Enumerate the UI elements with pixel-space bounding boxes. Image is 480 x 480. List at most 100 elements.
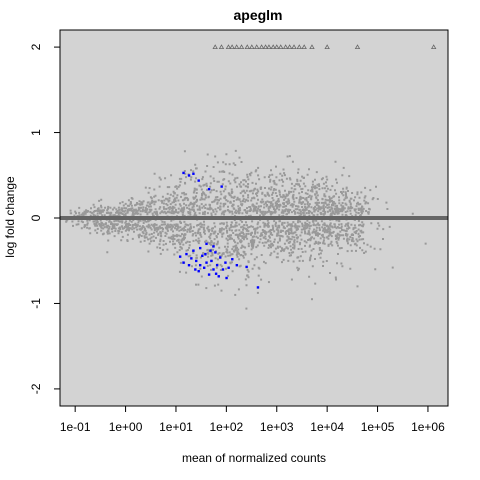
point-clipped-triangle — [258, 44, 265, 49]
point-significant — [219, 256, 222, 259]
point-non-significant — [78, 211, 81, 214]
point-significant — [204, 252, 207, 256]
point-non-significant — [356, 191, 359, 194]
point-clipped-triangle — [266, 44, 272, 49]
point-non-significant — [245, 307, 248, 310]
point-non-significant — [195, 283, 198, 286]
point-non-significant — [148, 187, 151, 190]
x-tick-label: 1e-01 — [60, 420, 91, 434]
point-non-significant — [101, 209, 104, 212]
point-non-significant — [326, 178, 329, 181]
point-significant — [212, 245, 215, 248]
point-cloud — [60, 149, 448, 294]
chart-title: apeglm — [233, 7, 282, 23]
point-clipped-triangle — [430, 44, 437, 49]
x-axis-label: mean of normalized counts — [182, 451, 326, 465]
point-non-significant — [424, 242, 427, 245]
point-significant — [210, 259, 213, 263]
point-non-significant — [148, 242, 151, 245]
point-clipped-triangle — [262, 44, 269, 49]
x-tick-label: 1e+05 — [361, 420, 395, 434]
point-non-significant — [391, 266, 394, 269]
point-non-significant — [170, 174, 173, 177]
point-significant — [197, 179, 200, 182]
point-significant — [202, 266, 206, 269]
point-significant — [245, 265, 248, 269]
point-significant — [178, 255, 182, 258]
point-clipped-triangle — [354, 44, 361, 49]
point-significant — [209, 249, 212, 252]
point-non-significant — [159, 178, 162, 181]
point-non-significant — [98, 222, 101, 225]
point-non-significant — [113, 206, 116, 209]
point-significant — [256, 286, 260, 289]
point-significant — [235, 264, 239, 267]
point-significant — [225, 276, 228, 280]
point-non-significant — [310, 186, 313, 189]
point-clipped-triangle — [229, 44, 235, 49]
point-significant — [212, 268, 215, 271]
point-non-significant — [267, 175, 270, 178]
point-significant — [205, 261, 208, 264]
point-significant — [214, 272, 218, 275]
y-axis-label: log fold change — [3, 176, 17, 258]
point-non-significant — [234, 293, 237, 296]
point-clipped-triangle — [218, 44, 225, 49]
point-significant — [187, 264, 191, 267]
point-clipped-triangle — [282, 44, 289, 49]
point-non-significant — [356, 285, 359, 288]
point-clipped-triangle — [254, 44, 260, 49]
point-significant — [187, 174, 191, 177]
data-points — [78, 44, 437, 310]
y-tick-label: 1 — [29, 129, 43, 136]
point-clipped-triangle — [309, 44, 315, 49]
y-tick-label: -2 — [29, 383, 43, 394]
point-clipped-triangle — [324, 44, 330, 49]
point-significant — [217, 275, 220, 278]
point-clipped-triangle — [238, 44, 245, 49]
point-significant — [192, 249, 195, 252]
point-clipped-triangle — [270, 44, 276, 49]
point-clipped-triangle — [286, 44, 293, 49]
x-tick-label: 1e+04 — [310, 420, 344, 434]
point-significant — [227, 266, 230, 269]
point-significant — [215, 264, 219, 267]
y-tick-label: 0 — [29, 214, 43, 221]
point-significant — [192, 172, 195, 175]
point-non-significant — [214, 155, 217, 158]
point-significant — [220, 185, 223, 188]
point-significant — [185, 252, 188, 256]
point-non-significant — [411, 212, 414, 215]
point-significant — [190, 257, 193, 260]
point-significant — [205, 242, 208, 246]
point-clipped-triangle — [233, 44, 240, 49]
x-tick-label: 1e+00 — [109, 420, 143, 434]
point-non-significant — [205, 287, 208, 290]
point-clipped-triangle — [301, 44, 307, 49]
point-non-significant — [183, 170, 186, 172]
point-significant — [224, 261, 227, 264]
point-non-significant — [249, 174, 252, 177]
x-tick-label: 1e+03 — [260, 420, 294, 434]
point-non-significant — [113, 225, 116, 228]
point-significant — [199, 246, 202, 250]
point-non-significant — [94, 224, 97, 227]
point-significant — [199, 264, 202, 267]
y-tick-label: -1 — [29, 298, 43, 309]
point-significant — [214, 251, 217, 254]
point-significant — [207, 187, 211, 191]
point-non-significant — [371, 198, 374, 201]
point-significant — [195, 259, 198, 263]
point-significant — [182, 261, 185, 264]
point-non-significant — [178, 270, 181, 273]
point-non-significant — [290, 182, 293, 185]
point-significant — [221, 268, 225, 271]
x-tick-label: 1e+01 — [159, 420, 193, 434]
point-non-significant — [335, 278, 338, 281]
point-significant — [197, 269, 200, 273]
y-tick-label: 2 — [29, 43, 43, 50]
point-significant — [194, 268, 197, 271]
point-non-significant — [159, 252, 162, 255]
point-non-significant — [341, 174, 344, 177]
